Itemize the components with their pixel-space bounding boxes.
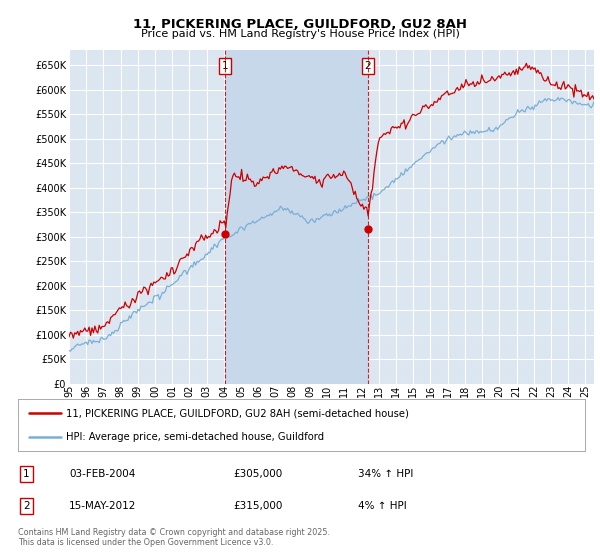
Text: 2: 2 (365, 61, 371, 71)
Text: £315,000: £315,000 (233, 501, 283, 511)
Text: 03-FEB-2004: 03-FEB-2004 (69, 469, 136, 479)
Text: 1: 1 (23, 469, 30, 479)
Text: 1: 1 (222, 61, 229, 71)
Bar (225, 50, 368, 384)
Text: Price paid vs. HM Land Registry's House Price Index (HPI): Price paid vs. HM Land Registry's House … (140, 29, 460, 39)
Text: £305,000: £305,000 (233, 469, 283, 479)
Text: HPI: Average price, semi-detached house, Guildford: HPI: Average price, semi-detached house,… (66, 432, 325, 442)
Text: 34% ↑ HPI: 34% ↑ HPI (358, 469, 413, 479)
Text: 11, PICKERING PLACE, GUILDFORD, GU2 8AH: 11, PICKERING PLACE, GUILDFORD, GU2 8AH (133, 18, 467, 31)
Text: 4% ↑ HPI: 4% ↑ HPI (358, 501, 407, 511)
Text: Contains HM Land Registry data © Crown copyright and database right 2025.
This d: Contains HM Land Registry data © Crown c… (18, 528, 330, 547)
Text: 11, PICKERING PLACE, GUILDFORD, GU2 8AH (semi-detached house): 11, PICKERING PLACE, GUILDFORD, GU2 8AH … (66, 408, 409, 418)
Text: 15-MAY-2012: 15-MAY-2012 (69, 501, 136, 511)
Text: 2: 2 (23, 501, 30, 511)
